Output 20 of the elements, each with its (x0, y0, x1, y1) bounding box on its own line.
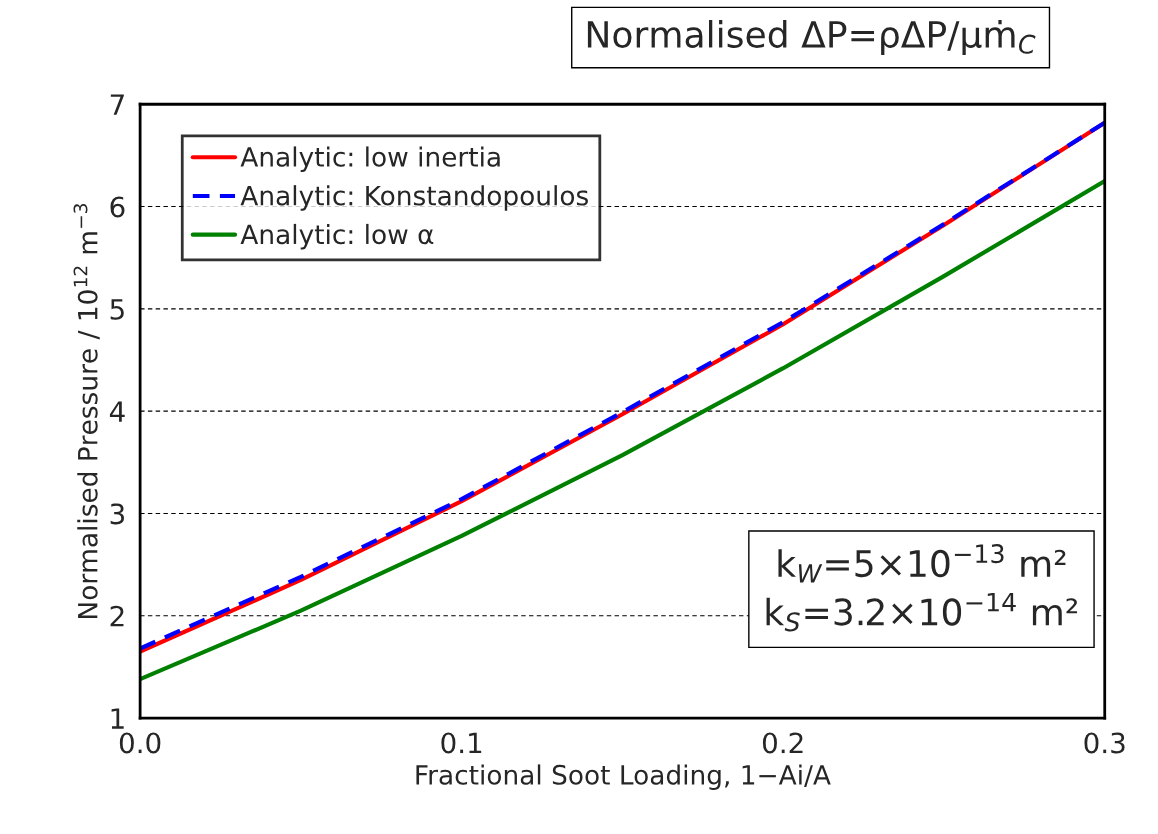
chart-title: Normalised ΔP=ρΔP/μṁ$_{C}$ (587, 20, 1036, 55)
legend-label: Analytic: low α (240, 223, 434, 250)
annotation: k$_{S}$=3.2×10$^{−14}$ m² (766, 592, 1078, 632)
y-tick-label: 1 (111, 708, 124, 729)
legend-label: Analytic: low inertia (240, 146, 500, 172)
x-tick-label: 0.0 (119, 732, 161, 754)
x-tick-label: 0.3 (1084, 732, 1125, 754)
y-tick-label: 3 (110, 503, 124, 525)
y-tick-label: 7 (110, 94, 124, 115)
x-tick-label: 0.2 (762, 732, 803, 754)
y-axis-title: Normalised Pressure / 10$^{12}$ m$^{−3}$ (73, 204, 100, 618)
y-tick-label: 4 (109, 401, 125, 422)
y-tick-label: 6 (110, 196, 125, 218)
x-tick-label: 0.1 (441, 732, 482, 754)
y-tick-label: 5 (110, 299, 124, 320)
legend-label: Analytic: Konstandopoulos (240, 185, 588, 211)
annotation: k$_{W}$=5×10$^{−13}$ m² (778, 544, 1066, 583)
line-series (140, 178, 1105, 682)
x-axis-title: Fractional Soot Loading, 1−Ai/A (416, 764, 831, 790)
y-tick-label: 2 (110, 605, 124, 627)
